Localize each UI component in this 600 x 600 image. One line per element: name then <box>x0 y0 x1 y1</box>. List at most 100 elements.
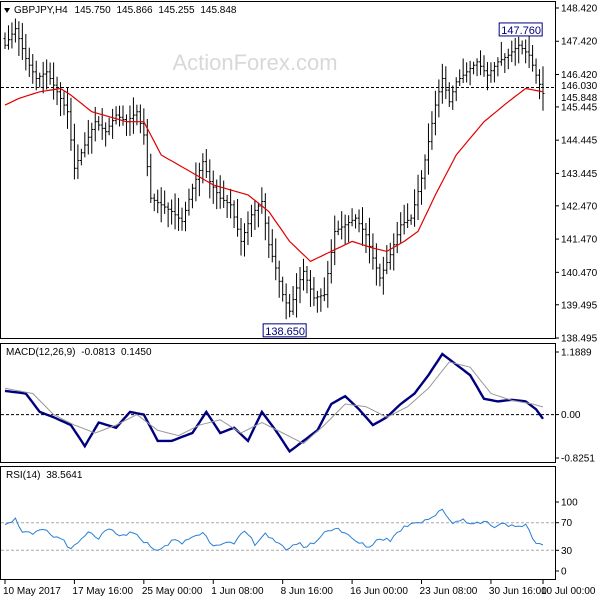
price-bar <box>263 193 267 241</box>
price-bar <box>492 61 496 83</box>
price-bar <box>319 288 323 312</box>
price-bar <box>354 214 358 229</box>
price-bar <box>277 260 281 298</box>
price-bar <box>152 193 156 212</box>
price-bar <box>385 245 389 275</box>
price-bar <box>48 62 52 85</box>
price-bar <box>256 202 260 228</box>
price-bar <box>65 86 69 129</box>
price-bar <box>409 214 413 225</box>
price-bar <box>374 243 378 286</box>
price-bar <box>510 40 514 63</box>
price-bar <box>357 209 361 233</box>
price-open: 145.750 <box>75 5 112 16</box>
price-bar <box>288 293 292 318</box>
rsi-tick-label: 30 <box>561 546 573 557</box>
price-bar <box>183 201 187 232</box>
price-bar <box>246 211 250 246</box>
price-bar <box>59 82 63 117</box>
moving-average-line <box>4 87 544 263</box>
price-bar <box>159 187 163 223</box>
price-bar <box>350 208 354 227</box>
price-bar <box>83 132 87 158</box>
price-bar <box>371 233 375 270</box>
price-bar <box>20 22 24 60</box>
price-low: 145.255 <box>158 5 195 16</box>
rsi-tick-label: 100 <box>561 498 578 509</box>
price-bar <box>55 76 59 106</box>
price-bar <box>361 207 365 246</box>
price-bar <box>499 41 503 66</box>
price-bar <box>121 105 125 126</box>
macd-header: MACD(12,26,9) -0.0813 0.1450 <box>6 347 152 358</box>
price-bar <box>468 60 472 86</box>
price-tick-label: 147.420 <box>561 37 598 48</box>
price-tick-label: 145.445 <box>561 102 598 113</box>
price-bar <box>291 286 295 315</box>
price-bar <box>236 198 240 237</box>
price-bar <box>295 273 299 318</box>
price-bar <box>163 190 167 214</box>
price-bar <box>31 54 35 84</box>
price-bar <box>76 144 80 180</box>
current-price-label: 145.848 <box>561 93 598 104</box>
price-bar <box>156 189 160 214</box>
price-bar <box>340 211 344 240</box>
price-bar <box>190 183 194 209</box>
price-bar <box>62 91 66 116</box>
price-bar <box>402 204 406 235</box>
price-bar <box>6 25 10 50</box>
price-bar <box>485 62 489 91</box>
price-bar <box>336 220 340 236</box>
price-bar <box>45 59 49 90</box>
price-tick-label: 139.495 <box>561 300 598 311</box>
price-bar <box>315 290 319 313</box>
price-bar <box>187 188 191 216</box>
price-bar <box>406 203 410 229</box>
price-bar <box>34 60 38 91</box>
rsi-tick-label: 70 <box>561 518 573 529</box>
price-bar <box>10 22 14 49</box>
price-bar <box>388 242 392 270</box>
price-bar <box>367 217 371 264</box>
svg-text:GBPJPY,H4 145.750: GBPJPY,H4 145.750 145.866 145.255 145.84… <box>14 5 237 16</box>
current-price-label: 146.030 <box>561 81 598 92</box>
macd-signal-value: 0.1450 <box>121 347 152 358</box>
current-price-tag: 146.030 <box>557 79 599 92</box>
price-title: GBPJPY,H4 <box>14 5 68 16</box>
price-bar <box>479 50 483 76</box>
macd-signal-line <box>4 361 544 445</box>
price-bar <box>281 276 285 302</box>
price-bar <box>326 260 330 308</box>
collapse-triangle-icon[interactable] <box>4 8 10 13</box>
price-bar <box>72 123 76 180</box>
price-bar <box>225 194 229 218</box>
price-bar <box>111 108 115 139</box>
price-bar <box>395 221 399 254</box>
price-header: GBPJPY,H4 145.750 145.866 145.255 145.84… <box>4 5 237 16</box>
price-bar <box>38 72 42 88</box>
rsi-value: 38.5641 <box>46 470 83 481</box>
current-price-tag: 145.848 <box>557 91 599 104</box>
price-plot: 147.760 138.650 <box>1 18 555 338</box>
price-bar <box>90 122 94 154</box>
price-close: 145.848 <box>200 5 237 16</box>
macd-panel-frame <box>0 343 556 463</box>
price-bar <box>208 159 212 199</box>
price-bar <box>308 270 312 307</box>
price-annotation-label: 138.650 <box>265 326 305 338</box>
price-bar <box>3 32 7 49</box>
price-bar <box>211 170 215 204</box>
price-bar <box>222 180 226 208</box>
price-annotation-label: 147.760 <box>501 25 541 37</box>
macd-title: MACD(12,26,9) <box>6 347 75 358</box>
price-bar <box>142 108 146 145</box>
price-bar <box>138 104 142 134</box>
price-bar <box>86 119 90 155</box>
price-bar <box>218 175 222 209</box>
watermark: ActionForex.com <box>172 50 337 75</box>
price-bar <box>541 66 545 111</box>
price-bar <box>284 283 288 320</box>
price-bar <box>475 58 479 77</box>
price-bar <box>447 82 451 107</box>
